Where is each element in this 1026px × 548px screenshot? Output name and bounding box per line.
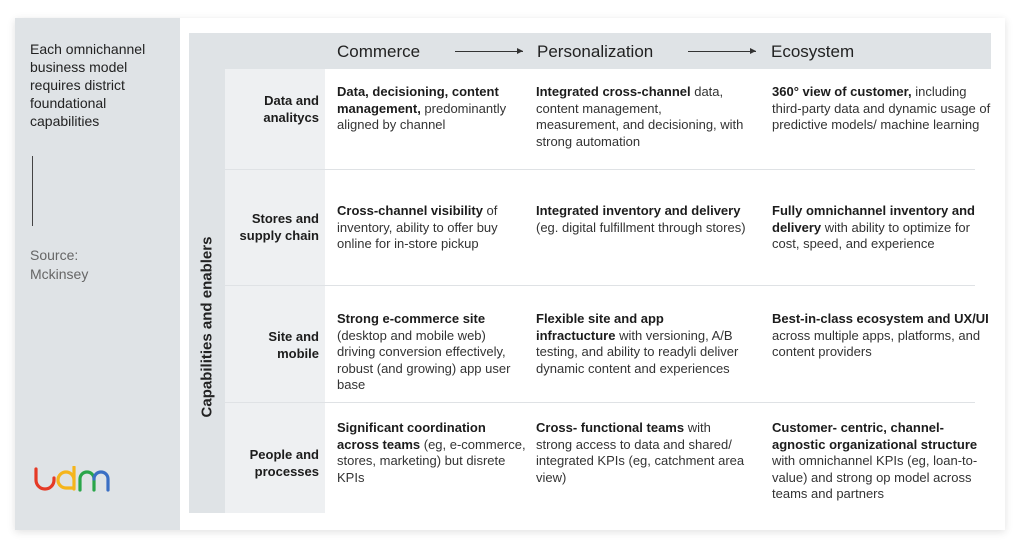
infographic-card: Each omnichannel business model requires… (15, 18, 1005, 530)
table-cell: Cross- functional teams with strong acce… (536, 420, 746, 486)
cell-highlight: Best-in-class ecosystem and UX/UI (772, 311, 989, 326)
column-ecosystem: Ecosystem (771, 42, 855, 61)
row-label: Site and mobile (268, 329, 319, 361)
sidebar: Each omnichannel business model requires… (15, 18, 180, 530)
cell-highlight: Cross-channel visibility (337, 203, 483, 218)
cell-text: (eg, e-commerce, stores, marketing) but … (337, 436, 526, 485)
table-cell: Significant coordination across teams (e… (337, 420, 527, 486)
cell-highlight: 360° view of customer, (772, 84, 912, 99)
side-label: Capabilities and enablers (198, 236, 216, 418)
table-cell: Best-in-class ecosystem and UX/UI across… (772, 311, 997, 361)
cell-highlight: Significant coordination across teams (337, 420, 486, 452)
table-row: Data and analitycs Data, decisioning, con… (225, 69, 990, 170)
row-divider (225, 402, 975, 403)
cell-highlight: Flexible site and app infractucture (536, 311, 664, 343)
cell-highlight: Strong e-commerce site (337, 311, 486, 326)
arrow-right-icon (688, 48, 756, 54)
table-row: Stores and supply chain Cross-channel vis… (225, 170, 975, 286)
table-cell: Cross-channel visibility of inventory, a… (337, 203, 527, 253)
table-cell: Fully omnichannel inventory and delivery… (772, 203, 997, 253)
table-header: Commerce Personalization Ecosystem (189, 33, 991, 69)
cell-text: (desktop and mobile web) driving convers… (337, 327, 511, 393)
table-cell: 360° view of customer, including third-p… (772, 84, 997, 134)
cell-text: with omnichannel KPIs (eg, loan-to-value… (772, 453, 978, 501)
table-cell: Flexible site and app infractucture with… (536, 311, 746, 377)
table-cell: Customer- centric, channel-agnostic orga… (772, 420, 997, 503)
cell-text: across multiple apps, platforms, and con… (772, 327, 981, 360)
cell-text: with strong access to data and shared/ i… (536, 420, 745, 485)
row-label: Data and analitycs (263, 93, 319, 125)
cell-text: predominantly aligned by channel (337, 100, 507, 133)
cell-highlight: Integrated inventory and delivery (536, 203, 741, 218)
table-cell: Strong e-commerce site (desktop and mobi… (337, 311, 527, 394)
divider (32, 156, 33, 226)
table-row: People and processes Significant coordina… (225, 403, 978, 513)
sidebar-title: Each omnichannel business model requires… (30, 41, 146, 129)
cell-text: with ability to optimize for cost, speed… (772, 219, 970, 252)
column-personalization: Personalization (537, 42, 654, 61)
udm-logo (34, 466, 110, 492)
cell-text: (eg. digital fulfillment through stores) (536, 219, 746, 235)
row-label-column (225, 69, 325, 513)
cell-text: of inventory, ability to offer buy onlin… (337, 203, 498, 251)
table-cell: Integrated inventory and delivery (eg. d… (536, 203, 746, 236)
table-cell: Integrated cross-channel data, content m… (536, 84, 746, 150)
side-label-column: Capabilities and enablers (189, 69, 225, 513)
cell-text: data, content management, measurement, a… (536, 84, 744, 149)
source-text: Source: Mckinsey (30, 247, 89, 282)
capabilities-table: Commerce Personalization Ecosystem Capab… (189, 33, 991, 513)
table-cell: Data, decisioning, content management, p… (337, 84, 527, 134)
row-label: People and processes (249, 447, 319, 479)
cell-highlight: Customer- centric, channel-agnostic orga… (772, 420, 978, 452)
cell-text: with versioning, A/B testing, and abilit… (536, 327, 739, 376)
cell-text: including third-party data and dynamic u… (772, 84, 991, 132)
table-row: Site and mobile Strong e-commerce site (d… (225, 286, 989, 403)
row-divider (225, 169, 975, 170)
cell-highlight: Integrated cross-channel (536, 84, 691, 99)
column-commerce: Commerce (337, 42, 421, 61)
row-divider (225, 285, 975, 286)
cell-highlight: Fully omnichannel inventory and delivery (772, 203, 975, 235)
row-label: Stores and supply chain (239, 211, 319, 243)
arrow-right-icon (455, 48, 523, 54)
cell-highlight: Data, decisioning, content management, (337, 84, 499, 116)
cell-highlight: Cross- functional teams (536, 420, 685, 435)
